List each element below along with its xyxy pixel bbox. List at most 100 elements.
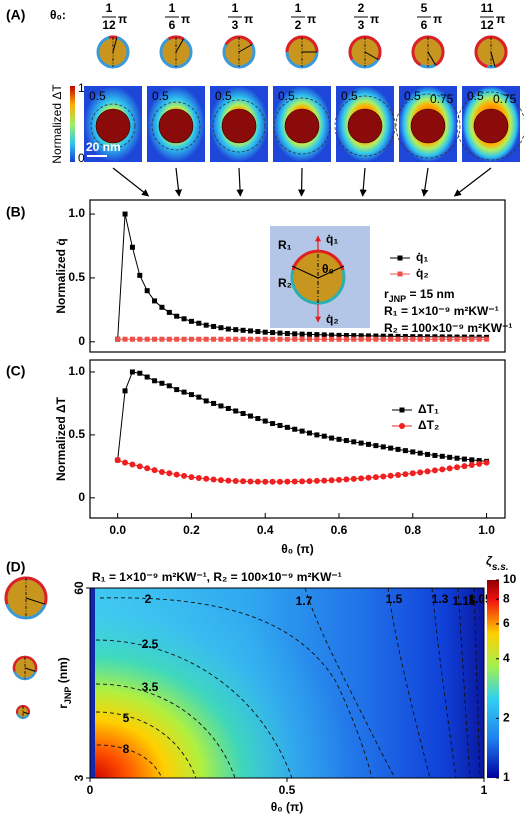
- iso-contour: [273, 97, 331, 155]
- annotation: R₁ = 1×10⁻⁹ m²KW⁻¹: [384, 304, 499, 318]
- point: [366, 336, 372, 342]
- point: [210, 476, 217, 483]
- point: [343, 336, 349, 342]
- point: [276, 478, 283, 485]
- point: [211, 323, 217, 329]
- fraction-den: 3: [358, 18, 365, 32]
- contour-label: 8: [123, 742, 130, 756]
- point: [255, 416, 261, 422]
- point: [329, 336, 335, 342]
- point: [469, 336, 475, 342]
- point: [218, 403, 224, 409]
- point: [402, 334, 408, 340]
- point: [277, 336, 283, 342]
- point: [166, 470, 173, 477]
- point: [144, 288, 150, 294]
- point: [388, 445, 394, 451]
- iso-contour: [151, 101, 201, 151]
- point: [395, 336, 401, 342]
- point: [336, 436, 342, 442]
- contour-label: 5: [123, 711, 130, 725]
- radius: [22, 711, 29, 715]
- point: [461, 336, 467, 342]
- point: [388, 336, 394, 342]
- point: [321, 477, 328, 484]
- iso-contour: [456, 91, 524, 161]
- point: [299, 336, 305, 342]
- contour-line: [304, 587, 396, 779]
- legend-label: q̇₂: [416, 266, 429, 280]
- colorbar: [70, 86, 75, 162]
- fraction-num: 1: [295, 1, 302, 15]
- point: [262, 478, 269, 485]
- pi: π: [307, 12, 316, 26]
- point: [166, 383, 172, 389]
- pointer-arrow: [174, 167, 183, 197]
- point: [247, 478, 254, 485]
- contour-label: 0.75: [430, 92, 454, 106]
- point: [188, 474, 195, 481]
- point: [476, 458, 482, 464]
- point: [476, 460, 483, 467]
- point: [358, 440, 364, 446]
- contour-label: 1.15: [452, 594, 476, 608]
- pi: π: [433, 12, 442, 26]
- point: [225, 326, 231, 332]
- point: [432, 452, 438, 458]
- contour-line: [457, 587, 471, 779]
- colorbar-tick: 1: [78, 81, 85, 95]
- point: [166, 309, 172, 315]
- annotation: rJNP = 15 nm: [384, 287, 455, 304]
- point: [247, 328, 253, 334]
- point: [476, 336, 482, 342]
- pi: π: [496, 12, 505, 26]
- pi: π: [118, 12, 127, 26]
- inset-radius: [317, 265, 345, 279]
- contour-label: 0.75: [493, 92, 517, 106]
- point: [373, 333, 379, 339]
- point: [365, 474, 372, 481]
- colorbar-tick-label: 2: [503, 711, 510, 725]
- point: [336, 476, 342, 483]
- fraction-den: 2: [295, 18, 302, 32]
- point: [188, 392, 194, 398]
- nanoparticle: [410, 108, 446, 144]
- inset-label: R₂: [278, 276, 292, 290]
- y-tick-label: 0.5: [68, 270, 85, 284]
- point: [343, 333, 349, 339]
- nanoparticle: [221, 108, 257, 144]
- point: [284, 478, 291, 485]
- point: [122, 388, 128, 394]
- point: [284, 424, 290, 430]
- point: [218, 325, 224, 331]
- y-tick-label: 60: [72, 581, 86, 595]
- inset-label: q̇₁: [326, 232, 338, 246]
- radius: [238, 44, 253, 53]
- contour-label: 1.05: [468, 592, 492, 606]
- point: [136, 463, 143, 470]
- contour-label: 0.5: [278, 89, 295, 103]
- point: [409, 470, 416, 477]
- inset-cool-arc: [290, 269, 346, 305]
- point: [343, 476, 350, 483]
- point: [321, 336, 327, 342]
- point: [417, 336, 423, 342]
- inset-label: θ₀: [322, 262, 334, 276]
- point: [358, 333, 364, 339]
- iso-contour: [212, 99, 266, 153]
- x-axis-label: θ₀ (π): [281, 542, 313, 556]
- point: [395, 446, 401, 452]
- point: [144, 336, 150, 342]
- point: [203, 336, 209, 342]
- colorbar-label: ζs.s.: [486, 554, 509, 573]
- contour-label: 1.3: [432, 592, 449, 606]
- point: [321, 433, 327, 439]
- colorbar: [487, 580, 499, 778]
- point: [372, 474, 379, 481]
- point: [129, 244, 135, 250]
- point: [454, 336, 460, 342]
- point: [292, 336, 298, 342]
- point: [277, 422, 283, 428]
- radius: [112, 37, 118, 53]
- point: [203, 322, 209, 328]
